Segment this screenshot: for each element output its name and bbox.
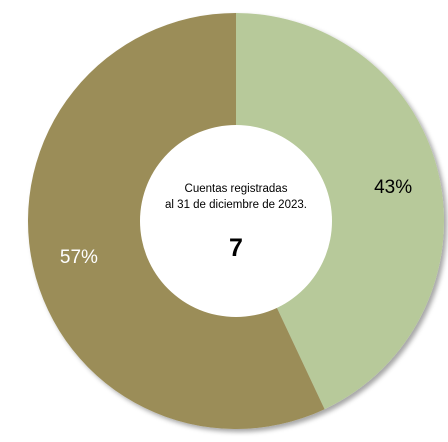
donut-hole	[140, 125, 332, 317]
slice-label-1: 43%	[374, 177, 412, 198]
slice-labels-group: 43% 57%	[60, 177, 412, 268]
donut-slice-1	[236, 13, 444, 410]
center-caption-line-2: al 31 de diciembre de 2023.	[165, 199, 307, 211]
center-value: 7	[229, 234, 243, 262]
center-caption-line-1: Cuentas registradas	[185, 183, 288, 195]
slice-label-2: 57%	[60, 247, 98, 268]
